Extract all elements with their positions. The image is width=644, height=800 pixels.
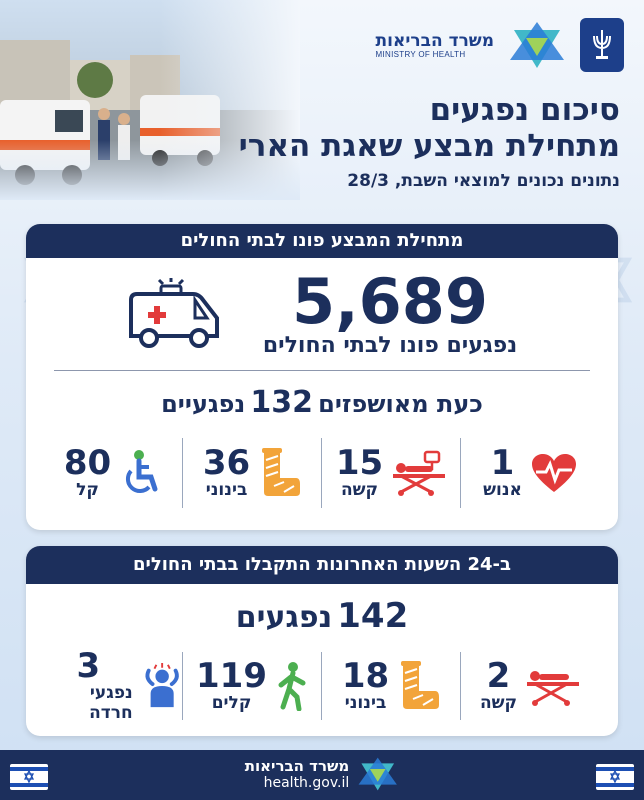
stat-moderate-number: 36 <box>202 443 251 483</box>
cast-icon <box>401 661 440 709</box>
footer-bar: משרד הבריאות health.gov.il <box>0 750 644 800</box>
title-line-1: סיכום נפגעים <box>429 92 620 128</box>
last-24h-total-number: 142 <box>337 596 409 636</box>
total-evacuated-label: נפגעים פונו לבתי החולים <box>262 332 518 358</box>
hospitalized-stats: 1 אנוש 15 קשה <box>26 430 618 516</box>
divider <box>54 370 590 371</box>
last-24h-total: 142 נפגעים <box>26 596 618 636</box>
stretcher-icon <box>527 671 580 706</box>
ambulance-icon <box>128 278 219 348</box>
israel-flag-icon <box>596 764 634 790</box>
ministry-name-he: משרד הבריאות <box>375 30 494 51</box>
stat-critical-label: אנוש <box>483 480 522 500</box>
ministry-logo-icon <box>358 757 397 791</box>
stat24-serious-number: 2 <box>486 656 511 696</box>
stat-serious-number: 15 <box>335 443 384 483</box>
stat24-light-number: 119 <box>196 656 267 696</box>
last-24h-total-label: נפגעים <box>235 600 333 635</box>
stat-light: 80 קל <box>44 430 183 516</box>
stat24-moderate-number: 18 <box>341 656 390 696</box>
stat24-anxiety-number: 3 <box>76 646 101 686</box>
stat24-anxiety-label: נפגעי חרדה <box>89 683 133 723</box>
anxiety-person-icon <box>145 662 179 708</box>
footer-logo: משרד הבריאות health.gov.il <box>245 756 400 792</box>
total-evacuated-number: 5,689 <box>291 264 489 338</box>
subtitle: נתונים נכונים למוצאי השבת, 28/3 <box>347 171 620 191</box>
cumulative-card-heading: מתחילת המבצע פונו לבתי החולים <box>26 224 618 258</box>
stat-serious-label: קשה <box>340 480 379 500</box>
footer-ministry-name: משרד הבריאות <box>244 756 350 775</box>
stat-serious: 15 קשה <box>322 430 461 516</box>
last-24h-card-heading: ב-24 השעות האחרונות התקבלו בבתי החולים <box>26 546 618 584</box>
stat24-moderate: 18 בינוני <box>322 644 461 728</box>
page-title: סיכום נפגעים מתחילת מבצע שאגת הארי נתוני… <box>239 92 620 194</box>
last-24h-stats: 2 קשה 18 בינוני 119 קלים <box>26 644 618 728</box>
walking-person-icon <box>278 662 306 711</box>
hospitalized-suffix: נפגעיים <box>161 390 246 418</box>
stat24-serious: 2 קשה <box>461 644 600 728</box>
israel-flag-icon <box>10 764 48 790</box>
hospitalized-number: 132 <box>250 385 314 420</box>
stat24-serious-label: קשה <box>479 693 518 713</box>
stretcher-icon <box>393 450 446 496</box>
stat24-light: 119 קלים <box>183 644 322 728</box>
stat-moderate-label: בינוני <box>205 480 248 500</box>
hospitalized-heading: כעת מאושפזים 132 נפגעיים <box>26 385 618 420</box>
stat-moderate: 36 בינוני <box>183 430 322 516</box>
stat24-anxiety: 3 נפגעי חרדה <box>44 644 183 728</box>
last-24h-card: ב-24 השעות האחרונות התקבלו בבתי החולים 1… <box>26 546 618 736</box>
stat-critical-number: 1 <box>490 443 515 483</box>
ministry-logo-icon <box>510 22 564 68</box>
wheelchair-icon <box>126 450 158 494</box>
cumulative-card: מתחילת המבצע פונו לבתי החולים 5,689 נפגע… <box>26 224 618 530</box>
ministry-name-en: MINISTRY OF HEALTH <box>375 49 466 59</box>
stat-light-label: קל <box>76 480 99 500</box>
stat-critical: 1 אנוש <box>461 430 600 516</box>
state-emblem-icon <box>580 18 624 72</box>
heart-pulse-icon <box>531 454 576 492</box>
hospitalized-prefix: כעת מאושפזים <box>318 390 483 418</box>
cast-icon <box>262 448 301 496</box>
ambulance-scene-photo <box>0 0 300 200</box>
ministry-logo-area: משרד הבריאות MINISTRY OF HEALTH <box>376 18 624 72</box>
stat-light-number: 80 <box>63 443 112 483</box>
footer-website-link[interactable]: health.gov.il <box>263 774 350 791</box>
title-line-2: מתחילת מבצע שאגת הארי <box>238 128 620 164</box>
stat24-moderate-label: בינוני <box>344 693 387 713</box>
stat24-light-label: קלים <box>211 693 252 713</box>
